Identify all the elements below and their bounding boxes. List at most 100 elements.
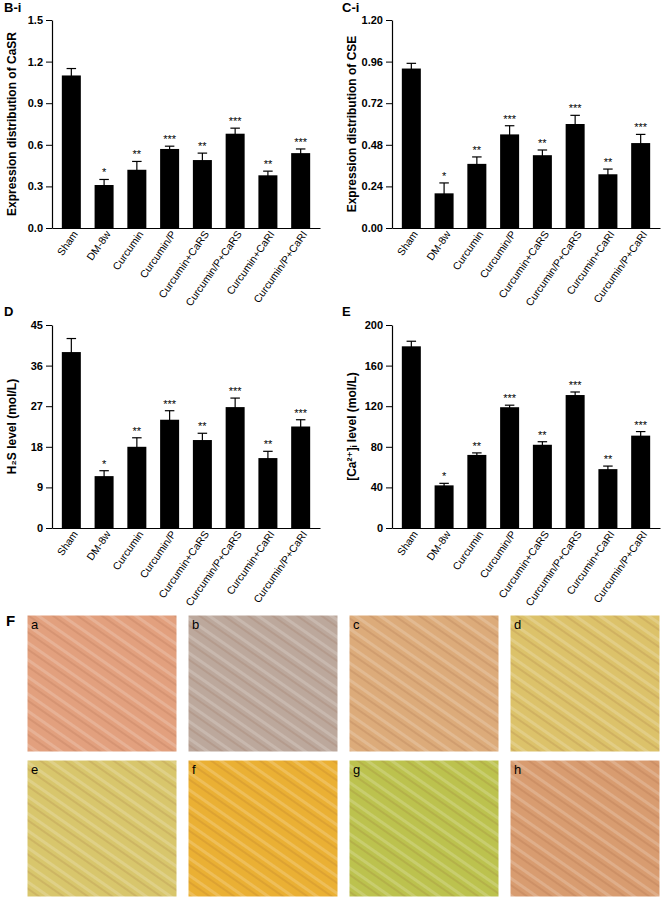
error-cap — [132, 161, 142, 162]
error-cap — [165, 410, 175, 411]
error-cap — [407, 341, 417, 342]
significance: ** — [538, 137, 547, 149]
significance: *** — [229, 385, 243, 397]
tissue-image: c — [349, 615, 499, 752]
bar — [95, 476, 114, 528]
error-bar — [165, 411, 175, 429]
error-cap — [99, 470, 109, 471]
y-tick: 200 — [365, 319, 392, 331]
x-tick: Curcumin — [110, 528, 146, 572]
significance: *** — [163, 133, 177, 145]
y-tick-mark — [46, 447, 52, 448]
error-cap — [263, 171, 273, 172]
x-tick: Curcumin/P+CaRS — [523, 528, 584, 608]
error-cap — [132, 437, 142, 438]
y-tick-label: 45 — [31, 319, 43, 331]
error-cap — [67, 68, 77, 69]
y-tick-label: 0.9 — [28, 97, 43, 109]
image-area — [349, 615, 499, 752]
error-bar — [603, 466, 613, 472]
significance: ** — [264, 158, 273, 170]
error-line — [267, 451, 268, 465]
significance: * — [442, 170, 447, 182]
y-tick: 1.20 — [362, 14, 392, 26]
y-tick-label: 27 — [31, 400, 43, 412]
plot-area — [62, 69, 310, 228]
error-line — [103, 179, 104, 190]
image-area — [27, 760, 177, 897]
image-area — [188, 760, 338, 897]
error-cap — [67, 338, 77, 339]
y-tick: 1.5 — [28, 14, 52, 26]
image-area — [510, 615, 660, 752]
y-axis-line — [52, 21, 53, 229]
error-bar — [296, 420, 306, 434]
bar — [435, 485, 454, 528]
error-bar — [132, 438, 142, 456]
x-tick: Curcumin/P+CaRI — [251, 528, 310, 605]
error-bar — [407, 341, 417, 351]
error-bar — [472, 453, 482, 457]
y-tick-label: 40 — [371, 481, 383, 493]
error-cap — [230, 397, 240, 398]
x-tick: DM-8w — [424, 528, 453, 562]
error-line — [169, 146, 170, 152]
x-tick-label: Curcumin/P+CaRS — [183, 528, 244, 608]
error-line — [443, 183, 444, 204]
significance: *** — [503, 113, 517, 125]
y-tick-label: 0.96 — [362, 56, 383, 68]
plot-area — [402, 341, 650, 528]
x-tick: Curcumin — [450, 528, 486, 572]
error-bar — [603, 169, 613, 179]
y-tick-label: 0.48 — [362, 139, 383, 151]
y-tick: 80 — [371, 441, 392, 453]
error-line — [476, 157, 477, 171]
error-cap — [439, 483, 449, 484]
significance: ** — [198, 140, 207, 152]
significance: *** — [294, 407, 308, 419]
x-axis-line — [393, 228, 661, 229]
error-bar — [230, 398, 240, 416]
x-tick: Curcumin/P+CaRI — [251, 228, 310, 305]
significance: * — [442, 470, 447, 482]
bar — [467, 455, 486, 528]
error-cap — [636, 134, 646, 135]
image-panel: Fabcdefgh — [6, 612, 660, 897]
y-tick-label: 0.3 — [28, 180, 43, 192]
x-tick-label: Curcumin — [450, 528, 486, 572]
significance: ** — [604, 156, 613, 168]
error-line — [607, 169, 608, 179]
y-tick: 45 — [31, 319, 52, 331]
error-bar — [230, 128, 240, 139]
significance: ** — [198, 420, 207, 432]
bar — [193, 160, 212, 228]
bar-panel: ****************0.000.240.480.720.961.20… — [342, 0, 661, 308]
error-cap — [636, 431, 646, 432]
x-tick-label: Curcumin/P+CaRS — [183, 228, 244, 308]
error-bar — [636, 134, 646, 151]
bar — [566, 124, 585, 228]
tissue-image: e — [27, 760, 177, 897]
y-tick-mark — [386, 528, 392, 529]
x-tick-label: DM-8w — [424, 528, 453, 562]
y-tick-mark — [386, 145, 392, 146]
y-tick-label: 36 — [31, 360, 43, 372]
x-tick-label: DM-8w — [424, 228, 453, 262]
x-tick: Sham — [394, 228, 420, 258]
bar — [258, 175, 277, 228]
y-tick-label: 1.20 — [362, 14, 383, 26]
bar — [127, 170, 146, 228]
y-axis-line — [52, 326, 53, 529]
error-bar — [165, 146, 175, 152]
tissue-image: a — [27, 615, 177, 752]
y-tick: 0.9 — [28, 97, 52, 109]
error-cap — [538, 149, 548, 150]
tissue-image: b — [188, 615, 338, 752]
y-tick-label: 0.24 — [362, 180, 384, 192]
y-tick-mark — [46, 228, 52, 229]
x-tick: Curcumin/P+CaRI — [591, 528, 650, 605]
y-tick-mark — [46, 186, 52, 187]
x-axis: ShamDM-8wCurcuminCurcumin/PCurcumin+CaRS… — [393, 528, 661, 608]
image-label: d — [514, 617, 521, 632]
y-tick: 27 — [31, 400, 52, 412]
